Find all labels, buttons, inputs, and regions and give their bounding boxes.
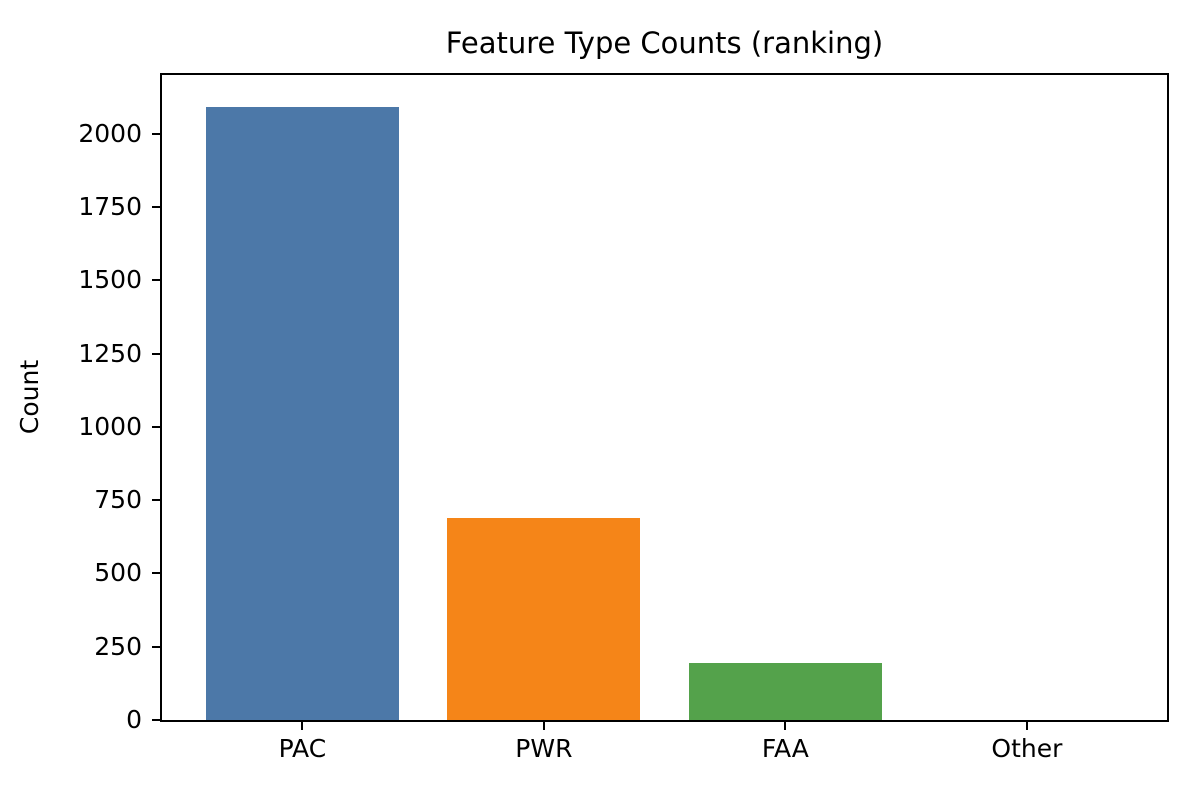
y-tick [152,132,160,135]
y-tick-label: 500 [94,558,142,588]
y-tick-label: 0 [126,705,142,734]
x-tick [784,722,787,730]
y-tick-label: 1000 [78,411,142,441]
y-tick [152,645,160,648]
y-tick-label: 1750 [78,191,142,221]
y-axis-label: Count [15,359,44,435]
y-tick [152,572,160,575]
plot-area [160,73,1169,722]
y-tick-label: 750 [94,485,142,515]
x-tick [1025,722,1028,730]
bar-pac [205,106,399,720]
x-tick-label-faa: FAA [761,734,809,763]
bar-pwr [447,518,641,720]
bar-faa [688,663,882,720]
x-tick [301,722,304,730]
y-tick [152,719,160,721]
y-tick-label: 250 [94,631,142,661]
y-tick [152,499,160,502]
y-tick-label: 1250 [78,338,142,368]
x-tick-label-other: Other [991,734,1063,763]
y-tick [152,279,160,282]
y-tick-label: 2000 [78,118,142,148]
y-tick-label: 1500 [78,265,142,295]
chart-title: Feature Type Counts (ranking) [445,26,884,60]
y-tick [152,425,160,428]
x-tick-label-pac: PAC [278,734,327,763]
y-tick [152,205,160,208]
x-tick-label-pwr: PWR [515,734,573,763]
y-tick [152,352,160,355]
x-tick [542,722,545,730]
